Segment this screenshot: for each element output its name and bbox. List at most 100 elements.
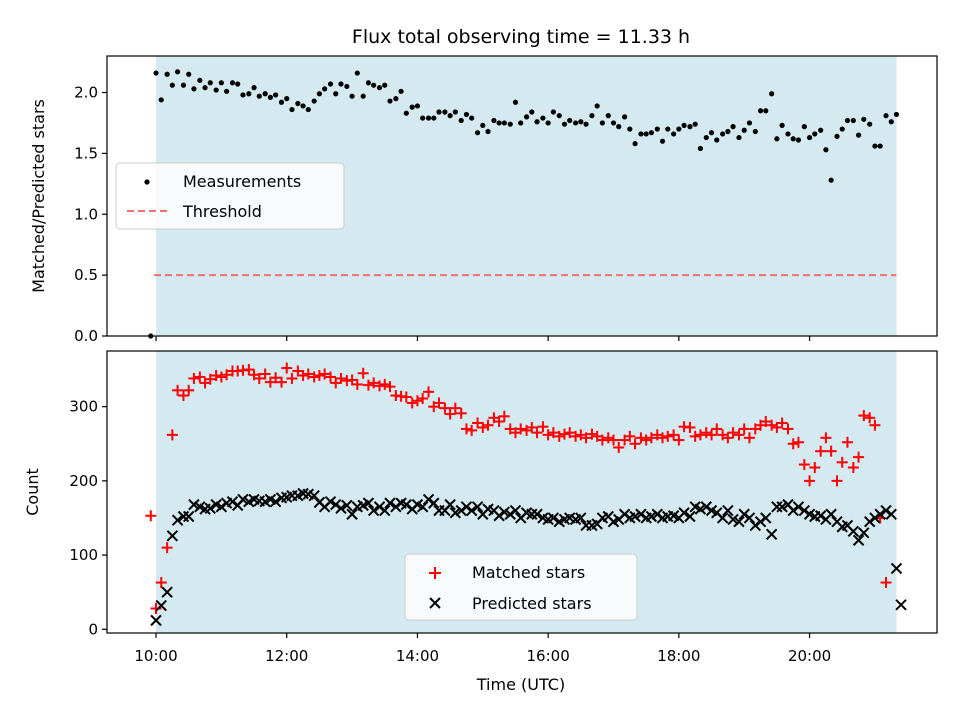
measurement-point <box>289 106 295 113</box>
matched-star-point <box>570 430 582 442</box>
matched-star-point <box>635 432 647 444</box>
matched-star-point <box>515 423 527 435</box>
matched-star-point <box>362 379 374 391</box>
matched-star-point <box>172 384 184 396</box>
measurement-point <box>589 113 595 119</box>
predicted-star-point <box>760 512 772 524</box>
measurement-point <box>850 117 856 124</box>
ratio-panel-frame <box>106 55 938 337</box>
measurement-point <box>518 120 524 126</box>
measurement-point <box>235 81 241 87</box>
measurement-point <box>327 81 334 87</box>
matched-star-point <box>335 372 347 384</box>
measurement-point <box>300 103 306 109</box>
measurement-point <box>262 91 268 97</box>
measurement-point <box>365 80 372 86</box>
matched-star-point <box>161 542 173 554</box>
matched-star-point <box>864 412 876 424</box>
matched-star-point <box>145 510 157 522</box>
measurement-point <box>785 131 791 137</box>
counts-panel-x-ticks: 10:00 12:00 14:00 16:00 18:00 20:00 <box>134 633 831 665</box>
measurement-point <box>583 121 589 127</box>
measurement-point <box>529 109 535 115</box>
measurement-point <box>599 120 605 126</box>
matched-star-point <box>297 369 309 381</box>
measurement-point <box>305 106 311 113</box>
y-tick-label: 1.0 <box>74 205 98 223</box>
matched-star-point <box>657 432 669 444</box>
measurement-point <box>158 97 164 103</box>
measurement-point <box>213 87 219 93</box>
measurement-point <box>409 104 415 110</box>
matched-star-point <box>684 421 696 433</box>
predicted-star-point <box>890 562 903 575</box>
measurement-point <box>507 121 513 127</box>
matched-star-point <box>444 408 456 420</box>
matched-star-point <box>706 429 718 441</box>
matched-star-point <box>259 368 271 380</box>
predicted-star-point <box>700 501 713 513</box>
predicted-star-point <box>869 512 881 524</box>
matched-star-point <box>645 432 657 444</box>
y-tick-label: 200 <box>69 472 98 490</box>
matched-star-point <box>776 417 788 429</box>
matched-star-point <box>221 369 233 381</box>
predicted-star-point <box>825 508 837 520</box>
matched-star-point <box>253 372 265 384</box>
counts-panel-y-axis-label: Count <box>23 468 42 516</box>
x-tick-label: 10:00 <box>134 647 177 665</box>
measurement-point <box>414 103 421 109</box>
matched-star-point <box>804 475 816 487</box>
predicted-star-point <box>493 510 505 522</box>
matched-star-point <box>766 419 778 431</box>
measurement-point <box>556 113 562 119</box>
predicted-star-point <box>651 508 663 520</box>
predicted-star-point <box>161 586 173 598</box>
measurement-point <box>393 96 399 102</box>
legend-measurements-label: Measurements <box>183 172 301 191</box>
measurement-point <box>752 128 758 135</box>
predicted-star-point <box>498 506 511 518</box>
y-tick-label: 2.0 <box>74 84 98 102</box>
legend-predicted-marker <box>429 597 441 609</box>
predicted-star-point <box>177 510 190 523</box>
measurement-point <box>801 124 807 130</box>
matched-star-point <box>547 427 559 439</box>
matched-star-point <box>537 421 549 433</box>
matched-star-point <box>449 402 461 414</box>
predicted-star-point <box>787 504 799 517</box>
measurement-point <box>463 111 470 118</box>
predicted-star-point <box>798 504 811 517</box>
predicted-star-point <box>722 504 734 517</box>
measurement-point <box>844 117 851 124</box>
y-tick-label: 0 <box>88 620 98 638</box>
matched-star-point <box>531 427 543 439</box>
predicted-star-point <box>155 599 167 612</box>
matched-star-point <box>586 428 598 440</box>
predicted-star-point <box>416 501 429 513</box>
predicted-star-point <box>678 507 690 519</box>
measurement-point <box>779 122 785 128</box>
predicted-star-point <box>390 501 402 513</box>
matched-star-point <box>384 381 396 393</box>
measurement-point <box>806 134 813 141</box>
matched-star-point <box>423 386 435 398</box>
measurement-point <box>757 108 764 114</box>
measurement-point <box>638 131 644 137</box>
matched-star-point <box>836 456 848 468</box>
measurement-point <box>883 113 889 119</box>
measurement-point <box>550 109 556 115</box>
measurement-point <box>267 94 273 100</box>
measurement-point <box>736 134 742 141</box>
measurement-point <box>447 113 453 119</box>
predicted-star-point <box>465 504 478 517</box>
ratio-panel-y-ticks: 0.0 0.5 1.0 1.5 2.0 <box>74 84 107 345</box>
matched-star-point <box>400 391 412 403</box>
matched-star-point <box>493 416 505 427</box>
measurement-point <box>703 134 709 141</box>
matched-star-point <box>782 423 794 435</box>
ratio-panel-legend-box <box>115 162 345 230</box>
measurement-point <box>322 86 328 92</box>
counts-panel-legend-box <box>404 553 638 621</box>
measurement-point <box>671 131 677 137</box>
